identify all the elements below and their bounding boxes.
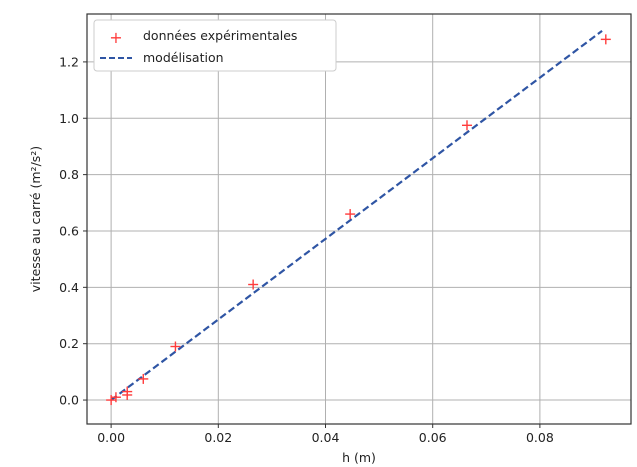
legend-label-data: données expérimentales xyxy=(143,28,297,43)
grid xyxy=(87,14,631,424)
legend-box xyxy=(93,19,337,72)
x-tick-label: 0.02 xyxy=(204,430,232,445)
x-tick-label: 0.00 xyxy=(97,430,125,445)
data-point xyxy=(122,389,133,400)
data-point xyxy=(248,279,259,290)
ticks: 0.00 0.02 0.04 0.06 0.08 0.0 0.2 0.4 0.6 0.8 1.0 1.… xyxy=(59,54,554,445)
y-tick-label: 0.8 xyxy=(59,167,79,182)
y-tick-label: 0.6 xyxy=(59,223,79,238)
data-point xyxy=(345,209,356,220)
series xyxy=(106,30,611,406)
data-point xyxy=(461,120,472,131)
legend: + données expérimentales modélisation xyxy=(93,19,337,72)
y-tick-label: 0.2 xyxy=(59,336,79,351)
data-point xyxy=(170,341,181,352)
plot-frame xyxy=(86,13,632,425)
model-line xyxy=(110,30,603,401)
data-point xyxy=(110,392,121,403)
x-axis-label: h (m) xyxy=(342,450,376,465)
y-tick-label: 1.0 xyxy=(59,111,79,126)
x-tick-label: 0.06 xyxy=(419,430,447,445)
x-tick-label: 0.08 xyxy=(526,430,554,445)
data-point xyxy=(138,373,149,384)
y-tick-label: 0.4 xyxy=(59,280,79,295)
y-axis-label: vitesse au carré (m²/s²) xyxy=(28,146,43,292)
x-tick-label: 0.04 xyxy=(312,430,340,445)
legend-label-model: modélisation xyxy=(143,50,224,65)
y-tick-label: 1.2 xyxy=(59,54,79,69)
y-tick-label: 0.0 xyxy=(59,393,79,408)
data-point xyxy=(600,34,611,45)
legend-marker-icon: + xyxy=(109,28,122,47)
